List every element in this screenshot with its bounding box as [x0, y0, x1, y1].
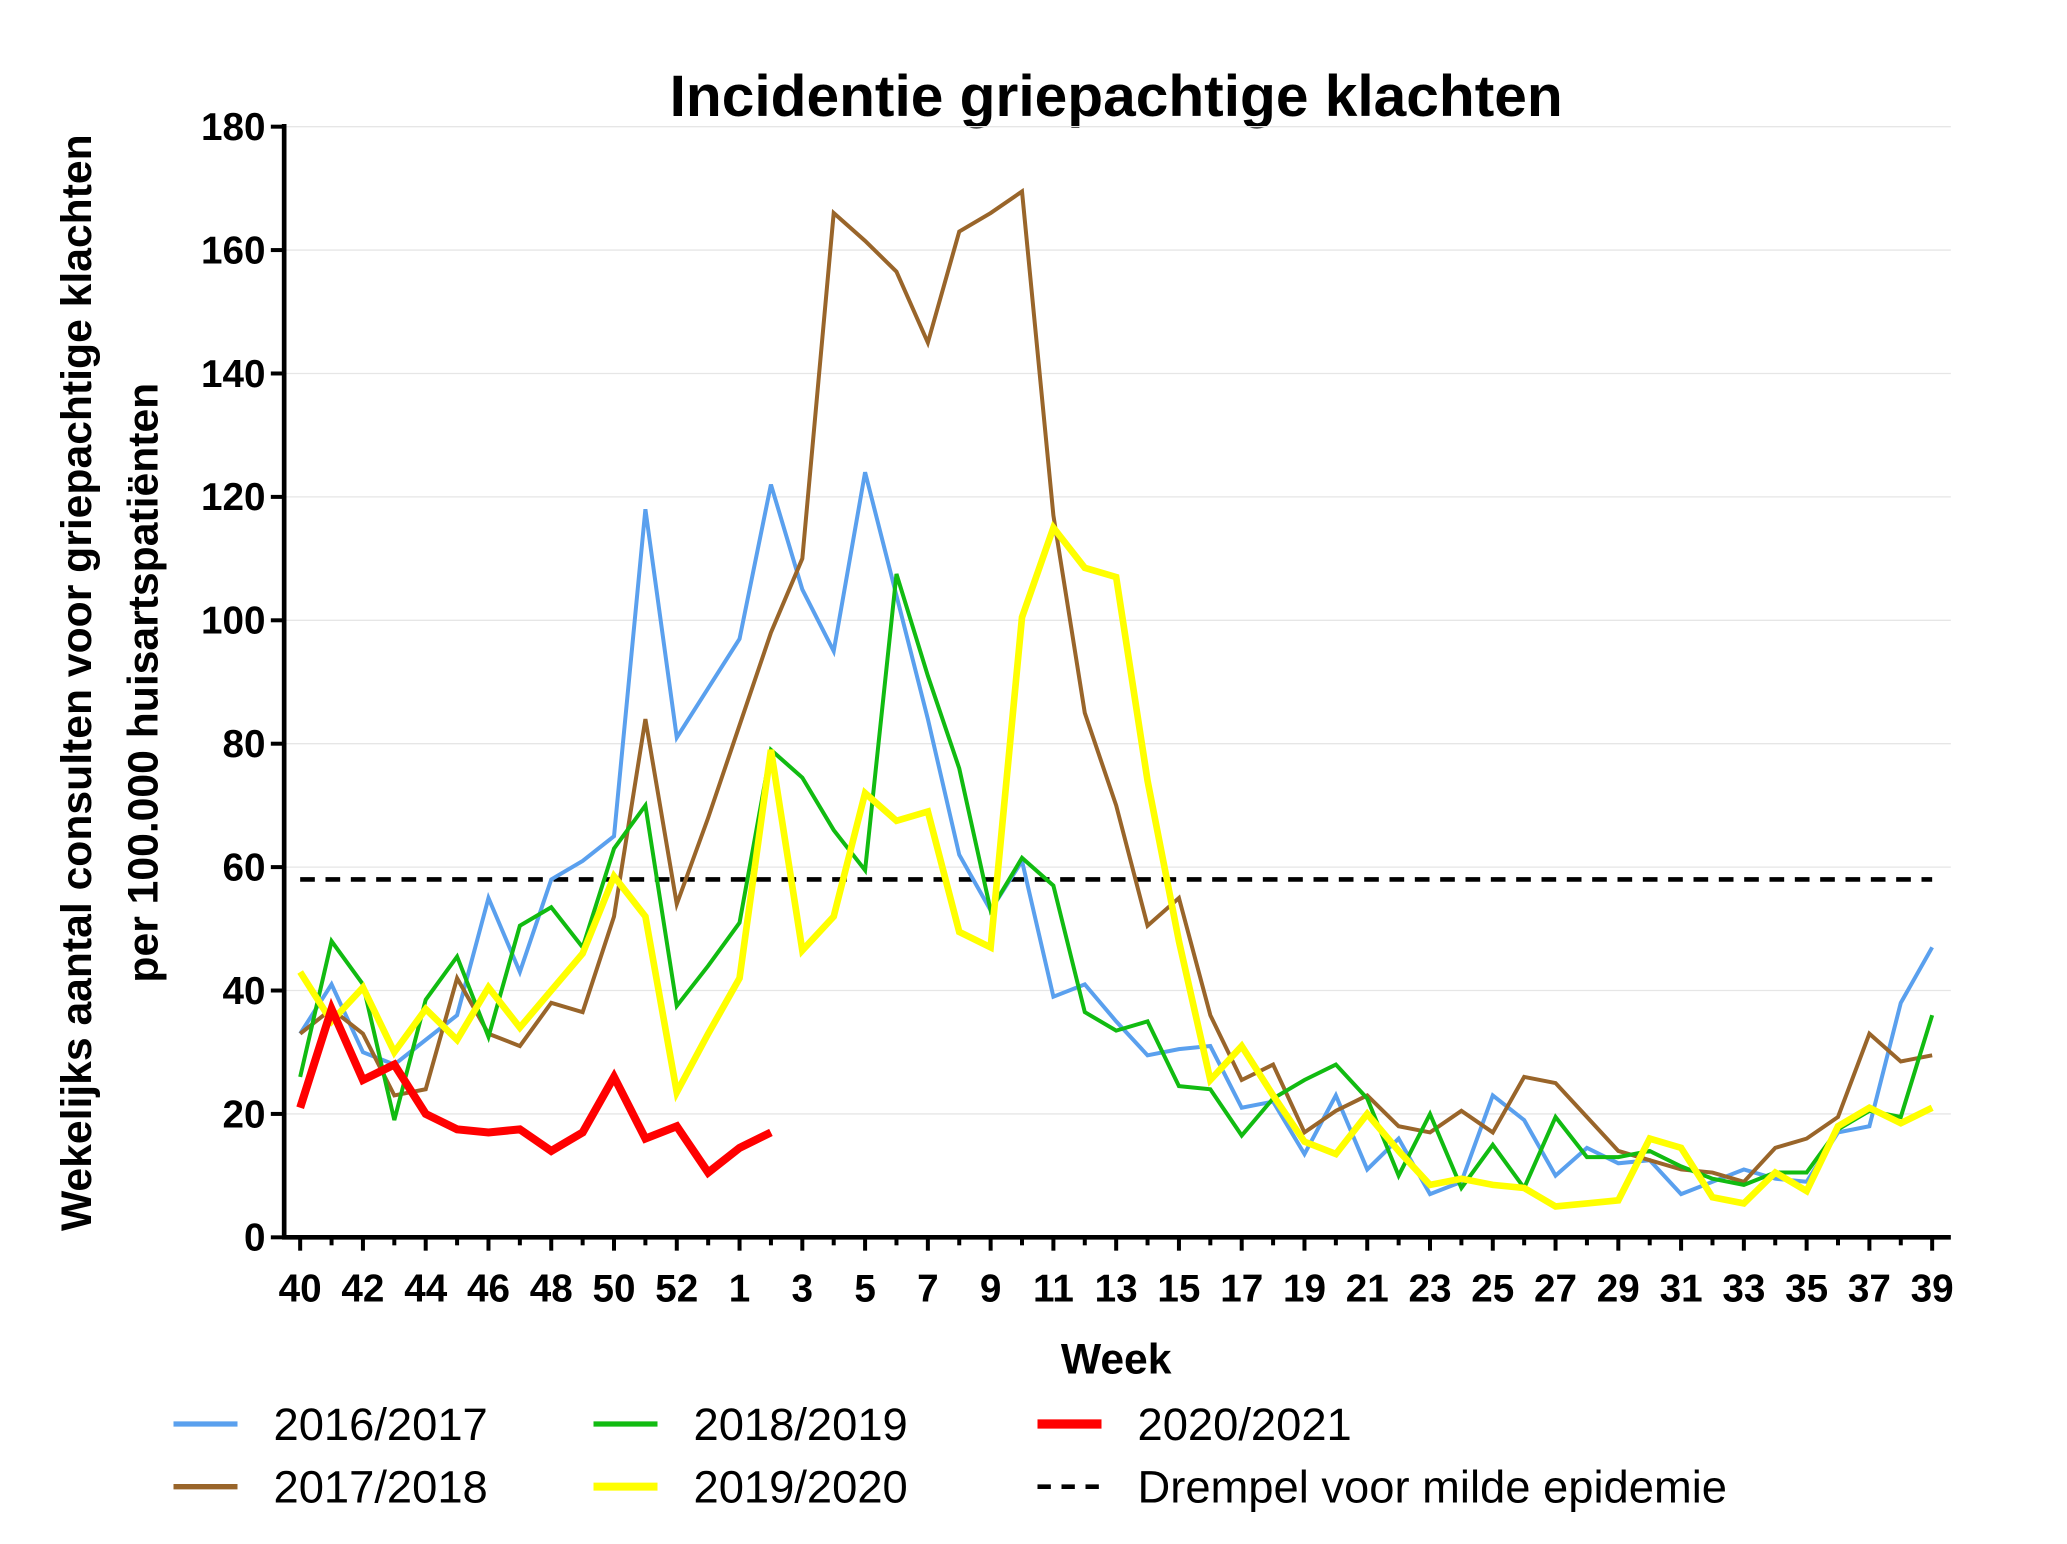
- x-tick-label: 46: [467, 1267, 510, 1310]
- x-tick-labels: 40 42 44 46 48 50 52 1 3 5 7 9 11 13 15 17 19 21 23 25 27 29 3…: [279, 1267, 1954, 1310]
- legend-label: 2018/2019: [694, 1399, 908, 1450]
- x-tick-label: 42: [341, 1267, 384, 1310]
- x-tick-label: 15: [1157, 1267, 1200, 1310]
- x-tick-label: 19: [1283, 1267, 1326, 1310]
- y-axis-label-line1: Wekelijks aantal consulten voor griepach…: [53, 134, 101, 1231]
- y-axis-label-line2: per 100.000 huisartspatiënten: [120, 383, 168, 983]
- x-tick-label: 9: [980, 1267, 1002, 1310]
- y-tick-label: 120: [201, 476, 266, 519]
- y-tick-label: 0: [244, 1217, 266, 1260]
- x-tick-label: 17: [1220, 1267, 1263, 1310]
- x-tick-label: 25: [1471, 1267, 1514, 1310]
- series-lines: [296, 187, 1935, 1210]
- x-tick-label: 13: [1095, 1267, 1138, 1310]
- x-tick-label: 7: [917, 1267, 939, 1310]
- y-tick-label: 40: [223, 970, 266, 1013]
- x-tick-label: 37: [1848, 1267, 1891, 1310]
- legend-label: Drempel voor milde epidemie: [1138, 1462, 1728, 1513]
- x-tick-label: 1: [729, 1267, 751, 1310]
- x-tick-label: 11: [1033, 1267, 1074, 1310]
- y-tick-label: 140: [201, 353, 266, 396]
- x-tick-label: 39: [1911, 1267, 1954, 1310]
- legend-label: 2020/2021: [1138, 1399, 1352, 1450]
- legend-label: 2017/2018: [274, 1462, 488, 1513]
- series-line-2019-2020: [297, 520, 1934, 1210]
- x-tick-label: 50: [593, 1267, 636, 1310]
- x-tick-label: 44: [404, 1267, 447, 1310]
- y-tick-label: 60: [223, 846, 266, 889]
- legend-label: 2019/2020: [694, 1462, 908, 1513]
- x-tick-label: 23: [1409, 1267, 1452, 1310]
- legend-label: 2016/2017: [274, 1399, 488, 1450]
- x-tick-label: 33: [1722, 1267, 1765, 1310]
- x-tick-label: 27: [1534, 1267, 1577, 1310]
- x-tick-label: 5: [854, 1267, 876, 1310]
- y-tick-label: 100: [201, 600, 266, 643]
- chart-title: Incidentie griepachtige klachten: [670, 64, 1563, 129]
- x-tick-label: 52: [655, 1267, 698, 1310]
- series-line-2020-2021: [296, 997, 773, 1179]
- x-tick-label: 35: [1785, 1267, 1828, 1310]
- series-line-2018-2019: [298, 573, 1935, 1193]
- y-tick-label: 80: [223, 723, 266, 766]
- x-tick-label: 48: [530, 1267, 573, 1310]
- legend: 2016/2017 2017/2018 2018/2019 2019/2020 2020…: [173, 1399, 1728, 1513]
- gridlines: [284, 126, 1951, 1115]
- y-tick-labels: 0 20 40 60 80 100 120 140 160 180: [201, 106, 266, 1260]
- series-line-2017-2018: [298, 187, 1933, 1185]
- x-tick-label: 29: [1597, 1267, 1640, 1310]
- series-line-2016-2017: [298, 471, 1934, 1197]
- y-tick-label: 160: [201, 229, 266, 272]
- x-tick-label: 3: [792, 1267, 814, 1310]
- y-tick-label: 20: [223, 1093, 266, 1136]
- x-tick-label: 21: [1346, 1267, 1389, 1310]
- x-tick-label: 31: [1660, 1267, 1703, 1310]
- x-tick-label: 40: [279, 1267, 322, 1310]
- y-tick-label: 180: [201, 106, 266, 149]
- axes: [270, 124, 1951, 1251]
- x-axis-label: Week: [1061, 1335, 1172, 1383]
